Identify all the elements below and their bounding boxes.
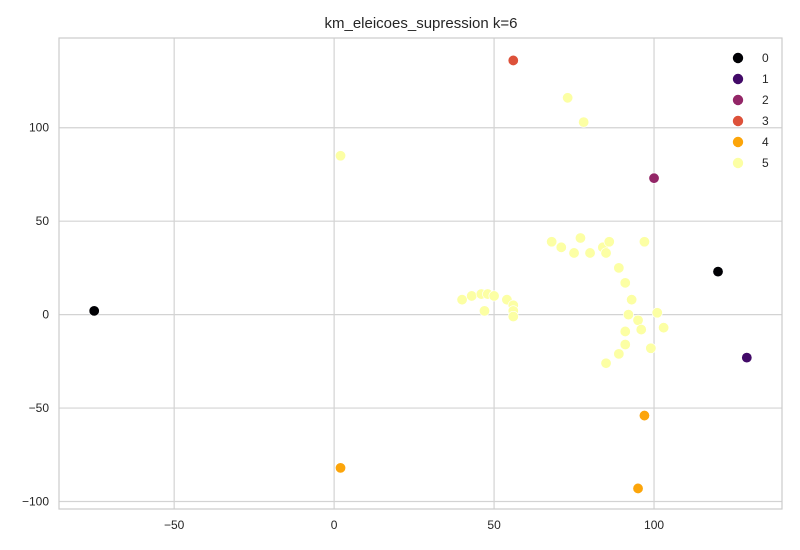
scatter-point-series-4: [335, 462, 347, 474]
scatter-point-series-4: [632, 482, 644, 494]
scatter-point-series-5: [619, 325, 631, 337]
scatter-point-series-5: [584, 247, 596, 259]
scatter-point-series-5: [613, 262, 625, 274]
x-tick-label: 100: [644, 518, 664, 532]
scatter-point-series-5: [613, 348, 625, 360]
scatter-point-series-5: [603, 236, 615, 248]
scatter-point-series-5: [658, 322, 670, 334]
y-tick-label: 0: [42, 308, 49, 322]
legend-label-series-5: 5: [762, 156, 769, 170]
scatter-point-series-5: [456, 294, 468, 306]
scatter-point-series-4: [638, 410, 650, 422]
chart-title: km_eleicoes_supression k=6: [324, 15, 517, 32]
scatter-point-series-5: [478, 305, 490, 317]
scatter-point-series-2: [648, 172, 660, 184]
legend-marker-series-2: [732, 94, 744, 106]
scatter-point-series-5: [638, 236, 650, 248]
y-tick-label: −100: [22, 495, 49, 509]
scatter-point-series-0: [88, 305, 100, 317]
legend-label-series-0: 0: [762, 51, 769, 65]
legend-label-series-2: 2: [762, 93, 769, 107]
scatter-point-series-3: [507, 54, 519, 66]
scatter-point-series-5: [651, 307, 663, 319]
y-tick-label: −50: [29, 401, 50, 415]
scatter-point-series-5: [632, 314, 644, 326]
scatter-point-series-5: [488, 290, 500, 302]
scatter-point-series-5: [466, 290, 478, 302]
scatter-point-series-5: [600, 357, 612, 369]
x-tick-label: 0: [331, 518, 338, 532]
scatter-point-series-5: [645, 342, 657, 354]
scatter-point-series-5: [622, 309, 634, 321]
scatter-point-series-0: [712, 266, 724, 278]
legend-label-series-1: 1: [762, 72, 769, 86]
y-tick-label: 100: [29, 121, 49, 135]
scatter-point-series-5: [555, 241, 567, 253]
scatter-point-series-5: [507, 310, 519, 322]
legend-marker-series-0: [732, 52, 744, 64]
legend-marker-series-4: [732, 136, 744, 148]
scatter-point-series-5: [626, 294, 638, 306]
scatter-point-series-5: [335, 150, 347, 162]
y-tick-label: 50: [36, 214, 50, 228]
legend-marker-series-1: [732, 73, 744, 85]
x-tick-label: 50: [487, 518, 501, 532]
scatter-point-series-5: [600, 247, 612, 259]
legend: 0 1 2 3 4 5: [732, 51, 769, 170]
scatter-point-series-1: [741, 352, 753, 364]
x-tick-label: −50: [164, 518, 185, 532]
scatter-point-series-5: [578, 116, 590, 128]
scatter-point-series-5: [568, 247, 580, 259]
scatter-point-series-5: [562, 92, 574, 104]
legend-marker-series-3: [732, 115, 744, 127]
points-layer: [88, 54, 753, 494]
scatter-point-series-5: [574, 232, 586, 244]
scatter-point-series-5: [619, 339, 631, 351]
scatter-point-series-5: [619, 277, 631, 289]
scatter-point-series-5: [546, 236, 558, 248]
grid-layer: [59, 38, 782, 509]
legend-marker-series-5: [732, 157, 744, 169]
plot-frame: [58, 37, 783, 510]
legend-label-series-3: 3: [762, 114, 769, 128]
scatter-point-series-5: [635, 324, 647, 336]
legend-label-series-4: 4: [762, 135, 769, 149]
